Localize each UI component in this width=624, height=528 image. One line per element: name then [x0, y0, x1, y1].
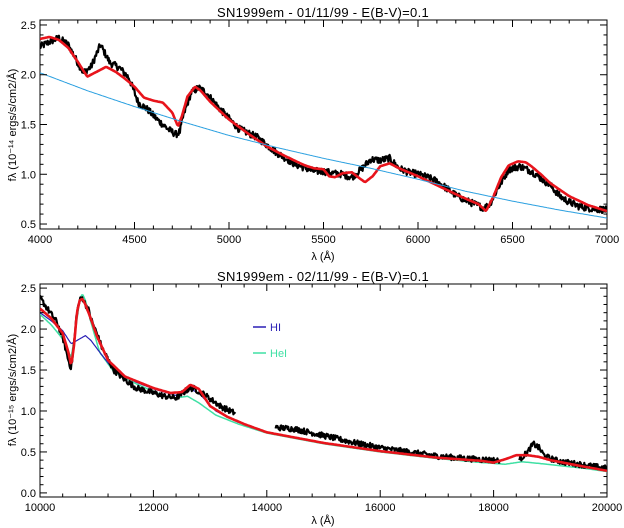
- x-axis-title-bottom: λ (Å): [311, 514, 334, 527]
- ticks-top: 4000 4500 5000 5500 6000 6500 7000 0.5 1.0 1.5 2.0…: [21, 20, 620, 246]
- axes-frame-bottom: [39, 283, 608, 498]
- plot-area-bottom: [40, 294, 607, 473]
- x-tick-label-bottom: 14000: [252, 502, 283, 514]
- x-tick-label-top: 5000: [217, 234, 241, 246]
- x-tick-label-bottom: 18000: [478, 502, 509, 514]
- y-tick-label-top: 1.5: [21, 120, 36, 132]
- x-tick-label-top: 4000: [28, 234, 52, 246]
- y-axis-title-top: fλ (10⁻¹⁴ ergs/s/cm2/Å): [6, 69, 19, 182]
- series-group-bottom: [40, 294, 607, 473]
- y-axis-title-bottom: fλ (10⁻¹⁵ ergs/s/cm2/Å): [6, 334, 19, 446]
- series-line-continuum-top: [40, 72, 607, 219]
- x-tick-label-bottom: 10000: [25, 502, 56, 514]
- y-tick-label-bottom: 2.0: [21, 324, 36, 336]
- series-line-model-top: [40, 35, 607, 213]
- axes-box-top: [39, 19, 608, 230]
- y-tick-label-top: 1.0: [21, 169, 36, 181]
- series-group-top: [40, 34, 607, 219]
- chart-title-top: SN1999em - 01/11/99 - E(B-V)=0.1: [217, 5, 429, 20]
- legend-label-hei: HeI: [270, 348, 287, 360]
- axes-box-bottom: [39, 283, 608, 498]
- y-tick-label-bottom: 0.5: [21, 447, 36, 459]
- legend-bottom: HI HeI: [253, 322, 287, 360]
- x-tick-label-top: 5500: [311, 234, 335, 246]
- legend-label-hi: HI: [270, 322, 281, 334]
- panel-top-chart: SN1999em - 01/11/99 - E(B-V)=0.1 4000 450…: [6, 5, 619, 263]
- y-tick-label-bottom: 0.0: [21, 488, 36, 500]
- x-tick-label-bottom: 12000: [138, 502, 169, 514]
- x-tick-label-top: 7000: [595, 234, 619, 246]
- axes-frame-top: [39, 19, 608, 230]
- chart-title-bottom: SN1999em - 02/11/99 - E(B-V)=0.1: [217, 269, 429, 284]
- series-line-observed-top: [40, 34, 607, 214]
- series-line-model-bottom: [40, 297, 607, 473]
- x-tick-label-bottom: 20000: [592, 502, 623, 514]
- x-tick-label-top: 6000: [406, 234, 430, 246]
- panel-bottom-chart: SN1999em - 02/11/99 - E(B-V)=0.1 10000 12…: [6, 269, 622, 527]
- x-tick-label-top: 6500: [500, 234, 524, 246]
- y-tick-label-top: 2.5: [21, 20, 36, 32]
- x-axis-title-top: λ (Å): [311, 250, 334, 263]
- y-tick-label-top: 2.0: [21, 70, 36, 82]
- ticks-bottom: 10000 12000 14000 16000 18000 20000 0.0 0.5 1.0 1…: [21, 283, 623, 514]
- series-line-hei-bottom: [40, 294, 607, 473]
- x-tick-label-bottom: 16000: [365, 502, 396, 514]
- x-tick-label-top: 4500: [122, 234, 146, 246]
- y-tick-label-bottom: 1.5: [21, 365, 36, 377]
- y-tick-label-bottom: 2.5: [21, 283, 36, 295]
- y-tick-label-bottom: 1.0: [21, 406, 36, 418]
- y-tick-label-top: 0.5: [21, 219, 36, 231]
- plot-area-top: [40, 34, 607, 219]
